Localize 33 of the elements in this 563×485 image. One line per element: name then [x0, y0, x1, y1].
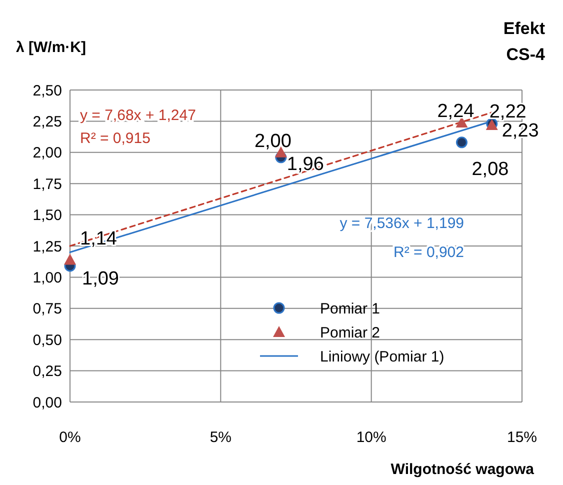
y-tick-label: 0,75 [32, 300, 62, 318]
point [64, 254, 76, 265]
x-axis-title: Wilgotność wagowa [390, 461, 535, 478]
y-tick-label: 1,50 [32, 207, 62, 224]
annotation: R² = 0,915 [80, 130, 150, 147]
data-label: 2,24 [437, 101, 475, 122]
data-label: 1,96 [286, 154, 324, 176]
x-tick-label: 10% [356, 429, 386, 446]
data-label: 2,00 [254, 131, 292, 152]
y-tick-label: 2,00 [32, 144, 62, 162]
y-tick-label: 2,50 [32, 82, 62, 100]
x-tick-label: 15% [506, 429, 538, 446]
point [456, 136, 468, 148]
legend-label: Pomiar 1 [320, 300, 380, 318]
y-tick-label: 0,25 [32, 363, 62, 380]
y-tick-label: 1,75 [32, 176, 62, 193]
annotation: y = 7,68x + 1,247 [80, 107, 196, 124]
chart-title: Efekt CS-4 [503, 19, 546, 64]
y-tick-label: 1,00 [32, 269, 62, 286]
legend-label: Pomiar 2 [320, 324, 380, 342]
annotation: R² = 0,902 [394, 244, 464, 261]
x-tick-label: 0% [59, 429, 81, 446]
y-tick-label: 0,50 [32, 332, 62, 349]
legend-label: Liniowy (Pomiar 1) [320, 348, 444, 366]
data-label: 1,09 [82, 268, 119, 290]
data-label: 2,22 [489, 102, 526, 123]
y-tick-label: 1,25 [32, 238, 62, 256]
y-tick-label: 2,25 [32, 113, 62, 130]
data-label: 2,08 [472, 159, 509, 180]
data-label: 2,23 [502, 120, 539, 142]
x-tick-label: 5% [210, 429, 232, 446]
y-tick-label: 0,00 [32, 394, 62, 412]
y-axis-title: λ [W/m·K] [16, 39, 86, 56]
